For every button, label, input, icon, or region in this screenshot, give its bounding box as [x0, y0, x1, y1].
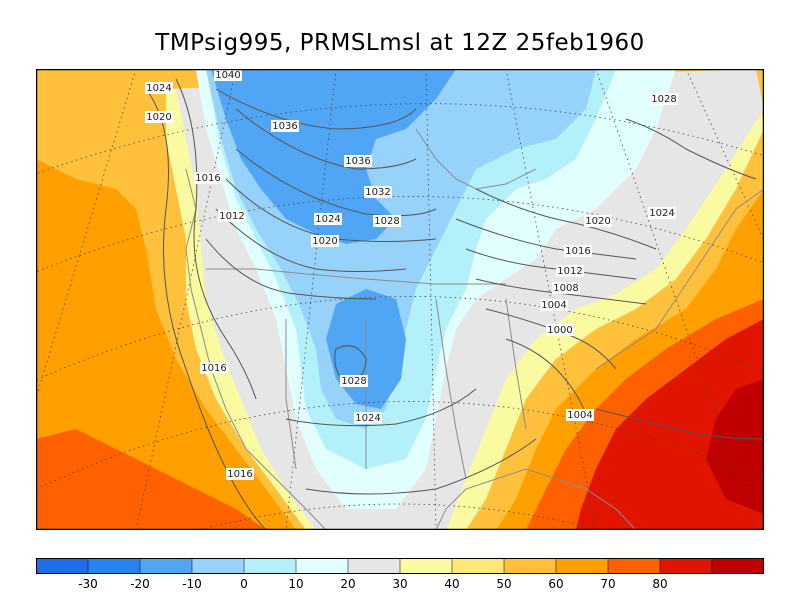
isobar-label: 1008	[552, 282, 580, 294]
colorbar-cell	[503, 558, 557, 574]
isobar-label: 1012	[218, 210, 246, 222]
weather-map: 1040 1024 1028 1020 1036 1036 1016 1032 …	[36, 69, 764, 530]
colorbar-tick-label: 80	[652, 577, 668, 591]
isobar-label: 1012	[556, 265, 584, 277]
isobar-label: 1016	[564, 245, 592, 257]
svg-text:1036: 1036	[345, 156, 370, 167]
svg-text:1012: 1012	[219, 211, 244, 222]
isobar-label: 1024	[648, 207, 676, 219]
map-title: TMPsig995, PRMSLmsl at 12Z 25feb1960	[155, 30, 645, 56]
colorbar-cell	[607, 558, 661, 574]
isobar-label: 1020	[311, 235, 339, 247]
svg-text:1000: 1000	[547, 325, 572, 336]
isobar-label: 1000	[546, 324, 574, 336]
colorbar-cell	[191, 558, 245, 574]
temp-band-80-90	[706, 379, 764, 514]
colorbar-cell	[295, 558, 349, 574]
colorbar-tick-label: -10	[182, 577, 202, 591]
isobar-label: 1004	[566, 409, 594, 421]
svg-text:1024: 1024	[355, 413, 380, 424]
colorbar-cell	[451, 558, 505, 574]
isobar-label: 1016	[226, 468, 254, 480]
colorbar-tick-label: 40	[444, 577, 460, 591]
svg-text:1028: 1028	[341, 376, 366, 387]
svg-text:1028: 1028	[651, 94, 676, 105]
colorbar-cell	[87, 558, 141, 574]
colorbar-tick-label: -30	[78, 577, 98, 591]
svg-text:1024: 1024	[146, 83, 171, 94]
svg-text:1024: 1024	[649, 208, 674, 219]
colorbar-tick-label: -20	[130, 577, 150, 591]
colorbar-tick-label: 10	[288, 577, 304, 591]
colorbar	[36, 558, 764, 574]
svg-text:1016: 1016	[201, 363, 226, 374]
isobar-label: 1040	[214, 69, 242, 81]
isobar-label: 1036	[344, 155, 372, 167]
colorbar-cell	[36, 558, 89, 574]
isobar-labels: 1040 1024 1028 1020 1036 1036 1016 1032 …	[145, 69, 678, 480]
svg-text:1012: 1012	[557, 266, 582, 277]
svg-text:1016: 1016	[195, 173, 220, 184]
svg-text:1004: 1004	[567, 410, 592, 421]
temp-band-60-70-southwest	[36, 429, 266, 530]
colorbar-tick-label: 70	[600, 577, 616, 591]
colorbar-cell	[399, 558, 453, 574]
svg-text:1016: 1016	[227, 469, 252, 480]
colorbar-cell	[659, 558, 713, 574]
colorbar-tick-label: 30	[392, 577, 408, 591]
colorbar-cell	[139, 558, 193, 574]
svg-text:1016: 1016	[565, 246, 590, 257]
colorbar-tick-label: 0	[240, 577, 248, 591]
isobar-label: 1024	[354, 412, 382, 424]
colorbar-cell	[347, 558, 401, 574]
colorbar-cell	[555, 558, 609, 574]
isobar-label: 1028	[373, 215, 401, 227]
svg-text:1036: 1036	[272, 121, 297, 132]
isobar-label: 1016	[200, 362, 228, 374]
isobar-label: 1020	[145, 111, 173, 123]
lat-lon-grid	[36, 69, 764, 530]
svg-text:1004: 1004	[541, 300, 566, 311]
svg-text:1008: 1008	[553, 283, 578, 294]
isobars	[145, 78, 764, 530]
colorbar-cell	[243, 558, 297, 574]
svg-text:1024: 1024	[315, 214, 340, 225]
coastlines	[185, 128, 764, 530]
colorbar-tick-label: 20	[340, 577, 356, 591]
svg-text:1020: 1020	[585, 216, 610, 227]
svg-text:1032: 1032	[365, 187, 390, 198]
isobar-label: 1024	[145, 82, 173, 94]
isobar-label: 1036	[271, 120, 299, 132]
svg-text:1028: 1028	[374, 216, 399, 227]
svg-text:1040: 1040	[215, 70, 240, 81]
colorbar-cell	[711, 558, 764, 574]
svg-text:1020: 1020	[146, 112, 171, 123]
colorbar-tick-label: 60	[548, 577, 564, 591]
isobar-label: 1016	[194, 172, 222, 184]
svg-text:1020: 1020	[312, 236, 337, 247]
isobar-label: 1024	[314, 213, 342, 225]
map-border	[36, 69, 764, 530]
temp-band-minus20-minus10	[211, 69, 456, 244]
isobar-label: 1032	[364, 186, 392, 198]
isobar-label: 1020	[584, 215, 612, 227]
isobar-label: 1028	[340, 375, 368, 387]
isobar-label: 1004	[540, 299, 568, 311]
colorbar-tick-label: 50	[496, 577, 512, 591]
isobar-label: 1028	[650, 93, 678, 105]
